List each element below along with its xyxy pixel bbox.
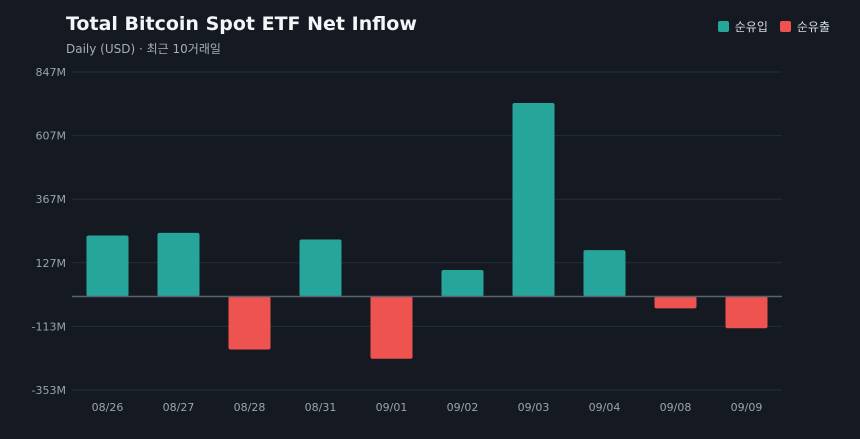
legend-swatch-outflow	[779, 21, 791, 32]
bar-09-09[interactable]	[725, 296, 768, 329]
legend-label-outflow: 순유출	[796, 20, 830, 34]
y-tick-label: -113M	[32, 320, 66, 333]
y-tick-label: 607M	[36, 130, 67, 143]
x-tick-label: 08/31	[305, 401, 337, 414]
bar-09-04[interactable]	[583, 250, 626, 297]
chart-subtitle: Daily (USD) · 최근 10거래일	[66, 42, 221, 56]
legend-item-inflow[interactable]: 순유입	[717, 18, 768, 35]
bars-layer	[72, 103, 782, 359]
bar-08-28[interactable]	[228, 296, 271, 350]
y-tick-label: 367M	[36, 193, 67, 206]
x-tick-label: 09/08	[660, 401, 692, 414]
grid-layer	[72, 71, 782, 391]
x-tick-label: 09/04	[589, 401, 621, 414]
bar-09-08[interactable]	[654, 296, 697, 309]
x-tick-label: 08/26	[92, 401, 124, 414]
axis-layer: 847M 607M 367M 127M -113M -353M 08/26 08/27 08/2…	[32, 66, 763, 414]
legend-swatch-inflow	[717, 21, 729, 32]
bar-08-31[interactable]	[299, 239, 342, 297]
bar-09-02[interactable]	[441, 269, 484, 297]
chart-legend: 순유입 순유출	[717, 18, 830, 35]
bar-08-27[interactable]	[157, 232, 200, 297]
x-tick-label: 08/28	[234, 401, 266, 414]
x-tick-label: 09/02	[447, 401, 479, 414]
x-tick-label: 09/01	[376, 401, 408, 414]
x-tick-label: 08/27	[163, 401, 195, 414]
y-tick-label: -353M	[32, 384, 66, 397]
bar-09-01[interactable]	[370, 296, 413, 359]
y-tick-label: 847M	[36, 66, 67, 79]
chart-title: Total Bitcoin Spot ETF Net Inflow	[66, 13, 417, 35]
x-tick-label: 09/09	[731, 401, 763, 414]
y-tick-label: 127M	[36, 257, 67, 270]
legend-label-inflow: 순유입	[734, 20, 768, 34]
x-tick-label: 09/03	[518, 401, 550, 414]
legend-item-outflow[interactable]: 순유출	[779, 18, 830, 35]
bar-08-26[interactable]	[86, 235, 129, 297]
bar-09-03[interactable]	[512, 103, 555, 297]
